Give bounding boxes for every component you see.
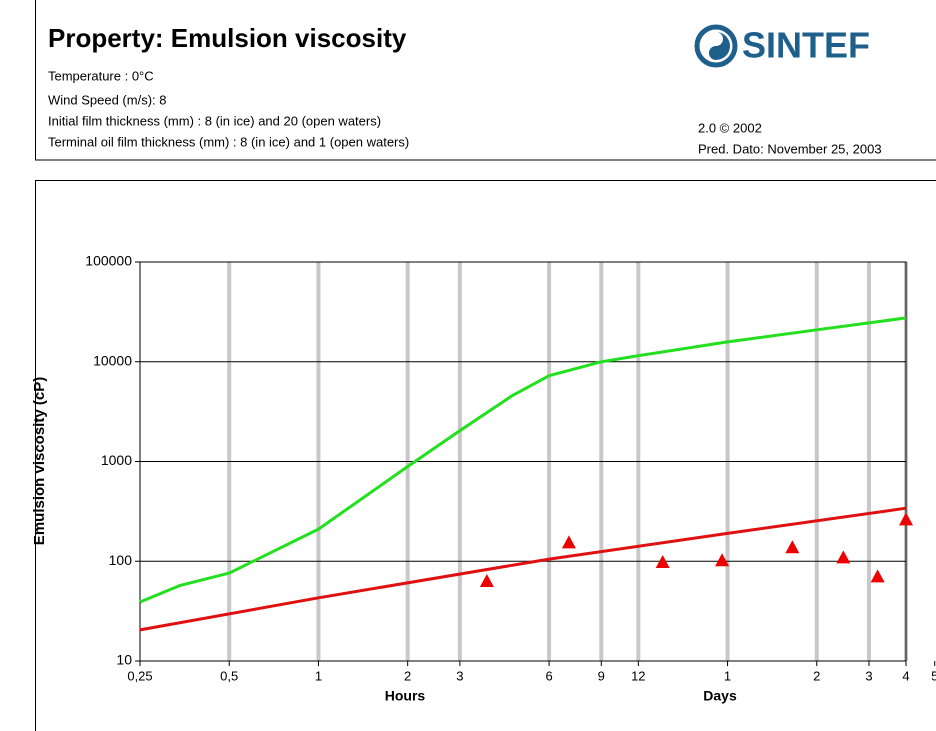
y-tick-label: 1000 (101, 452, 132, 468)
version: 2.0 © 2002 (698, 120, 762, 135)
data-point (561, 535, 576, 549)
data-line (139, 316, 907, 604)
x-tick-label: 0,25 (127, 668, 152, 683)
y-axis-label: Emulsion viscosity (cP) (31, 377, 48, 545)
logo-icon (694, 24, 738, 68)
logo-text: SINTEF (742, 25, 870, 66)
x-tick-label: 0,5 (220, 668, 238, 683)
y-tick-label: 100 (109, 552, 133, 568)
date: Pred. Dato: November 25, 2003 (698, 141, 882, 156)
x-tick-label: 3 (456, 668, 463, 683)
x-tick-label: 1 (315, 668, 322, 683)
data-point (655, 555, 670, 569)
x-tick-label: 2 (404, 668, 411, 683)
y-tick-label: 10 (116, 652, 132, 668)
chart-box (35, 180, 936, 731)
y-tick-label: 100000 (85, 253, 132, 269)
x-axis-label: Days (703, 688, 737, 704)
x-tick-label: 6 (545, 668, 552, 683)
header-box (35, 0, 936, 161)
data-point (715, 553, 730, 567)
info-line: Temperature : 0°C (48, 68, 154, 83)
plot-frame (139, 261, 907, 662)
data-point (870, 569, 885, 583)
info-line: Initial film thickness (mm) : 8 (in ice)… (48, 113, 381, 128)
x-tick-label: 2 (813, 668, 820, 683)
x-tick-label: 4 (902, 668, 909, 683)
x-axis-label: Hours (385, 688, 426, 704)
data-point (479, 573, 494, 587)
data-point (836, 550, 851, 564)
x-tick-label: 5 (931, 668, 936, 683)
x-tick-label: 1 (724, 668, 731, 683)
x-tick-label: 3 (865, 668, 872, 683)
x-tick-label: 9 (598, 668, 605, 683)
y-tick-label: 10000 (93, 352, 132, 368)
info-line: Terminal oil film thickness (mm) : 8 (in… (48, 134, 409, 149)
data-point (899, 512, 913, 526)
data-point (785, 540, 800, 554)
info-line: Wind Speed (m/s): 8 (48, 92, 167, 107)
x-tick-label: 12 (631, 668, 645, 683)
title: Property: Emulsion viscosity (48, 23, 407, 53)
data-line (139, 506, 907, 632)
